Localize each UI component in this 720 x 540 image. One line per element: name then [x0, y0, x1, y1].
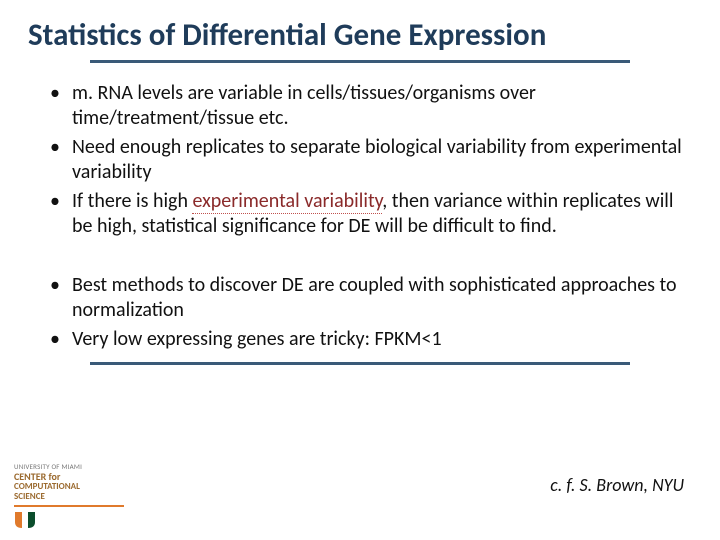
emphasis-text: experimental variability	[192, 189, 382, 214]
bullet-text: Need enough replicates to separate biolo…	[72, 135, 682, 184]
logo-row	[14, 511, 194, 534]
page-title: Statistics of Differential Gene Expressi…	[28, 18, 692, 54]
list-item: m. RNA levels are variable in cells/tiss…	[46, 81, 684, 131]
list-item: If there is high experimental variabilit…	[46, 189, 684, 239]
slide: Statistics of Differential Gene Expressi…	[0, 0, 720, 540]
um-logo-icon	[14, 511, 36, 534]
list-item: Best methods to discover DE are coupled …	[46, 273, 684, 323]
divider-top	[90, 60, 630, 63]
bullet-list-2: Best methods to discover DE are coupled …	[46, 273, 684, 352]
spacer	[46, 243, 684, 273]
divider-orange	[14, 505, 124, 507]
bullet-text: m. RNA levels are variable in cells/tiss…	[72, 81, 536, 130]
bullet-text: Very low expressing genes are tricky: FP…	[72, 327, 442, 351]
center-line-3: SCIENCE	[14, 492, 194, 501]
list-item: Very low expressing genes are tricky: FP…	[46, 327, 684, 352]
bullet-text: Best methods to discover DE are coupled …	[72, 273, 677, 322]
footer-branding: UNIVERSITY OF MIAMI CENTER for COMPUTATI…	[14, 463, 194, 534]
body-content: m. RNA levels are variable in cells/tiss…	[28, 81, 692, 352]
list-item: Need enough replicates to separate biolo…	[46, 135, 684, 185]
bullet-text-pre: If there is high	[72, 189, 192, 213]
divider-bottom	[90, 362, 630, 365]
attribution-text: c. f. S. Brown, NYU	[550, 474, 684, 496]
bullet-list-1: m. RNA levels are variable in cells/tiss…	[46, 81, 684, 239]
